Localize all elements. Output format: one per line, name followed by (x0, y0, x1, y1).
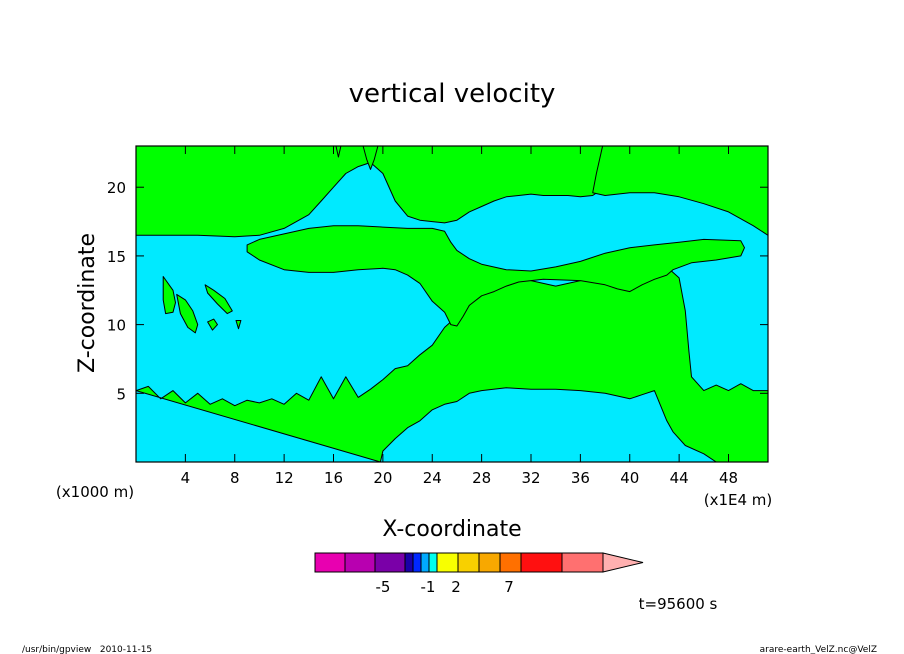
footer-left: /usr/bin/gpview 2010-11-15 (22, 645, 152, 654)
colorbar: -5 -1 2 7 (314, 552, 644, 596)
colorbar-label: -1 (421, 578, 436, 596)
colorbar-swatch (520, 552, 563, 573)
contour-region-top-left (136, 146, 637, 238)
colorbar-swatch (436, 552, 459, 573)
contour-region-blob (235, 320, 242, 330)
x-tick-label: 48 (719, 469, 738, 487)
colorbar-swatch (499, 552, 522, 573)
time-label: t=95600 s (639, 595, 718, 613)
x-tick-label: 4 (181, 469, 191, 487)
colorbar-swatch (374, 552, 406, 573)
contour-region-blob (162, 276, 176, 315)
plot-frame (135, 145, 769, 463)
x-unit-label: (x1E4 m) (704, 491, 773, 509)
colorbar-label: 2 (451, 578, 461, 596)
x-axis-label: X-coordinate (382, 517, 521, 542)
colorbar-swatch (344, 552, 376, 573)
x-tick-label: 20 (373, 469, 392, 487)
x-tick-label: 8 (230, 469, 240, 487)
x-tick-label: 28 (472, 469, 491, 487)
colorbar-swatch (428, 552, 438, 573)
y-tick-label: 5 (116, 385, 126, 403)
contour-region-blob (362, 146, 379, 170)
colorbar-swatch (404, 552, 414, 573)
x-tick-label: 24 (423, 469, 442, 487)
colorbar-swatch (478, 552, 501, 573)
colorbar-swatch (314, 552, 346, 573)
colorbar-swatch (457, 552, 480, 573)
x-tick-label: 44 (670, 469, 689, 487)
x-tick-label: 12 (275, 469, 294, 487)
chart-title: vertical velocity (349, 79, 556, 109)
colorbar-swatch (561, 552, 604, 573)
contour-region-blob (207, 318, 218, 331)
x-tick-label: 32 (521, 469, 540, 487)
x-tick-label: 36 (571, 469, 590, 487)
y-tick-label: 10 (107, 317, 126, 335)
colorbar-label: 7 (504, 578, 514, 596)
y-unit-label: (x1000 m) (56, 483, 134, 501)
colorbar-swatch (420, 552, 430, 573)
contour-region-blob (335, 146, 342, 158)
x-tick-label: 40 (620, 469, 639, 487)
contour-region-top-right (592, 146, 768, 236)
footer-right: arare-earth_VelZ.nc@VelZ (760, 645, 877, 654)
contour-region-blob (204, 284, 233, 315)
x-tick-label: 16 (324, 469, 343, 487)
colorbar-arrow (602, 552, 644, 573)
contour-region-blob (176, 293, 199, 334)
y-tick-label: 20 (107, 179, 126, 197)
colorbar-swatch (412, 552, 422, 573)
contour-region-middle-band (246, 225, 745, 327)
y-axis-label: Z-coordinate (75, 233, 100, 373)
y-tick-label: 15 (107, 248, 126, 266)
colorbar-label: -5 (376, 578, 391, 596)
